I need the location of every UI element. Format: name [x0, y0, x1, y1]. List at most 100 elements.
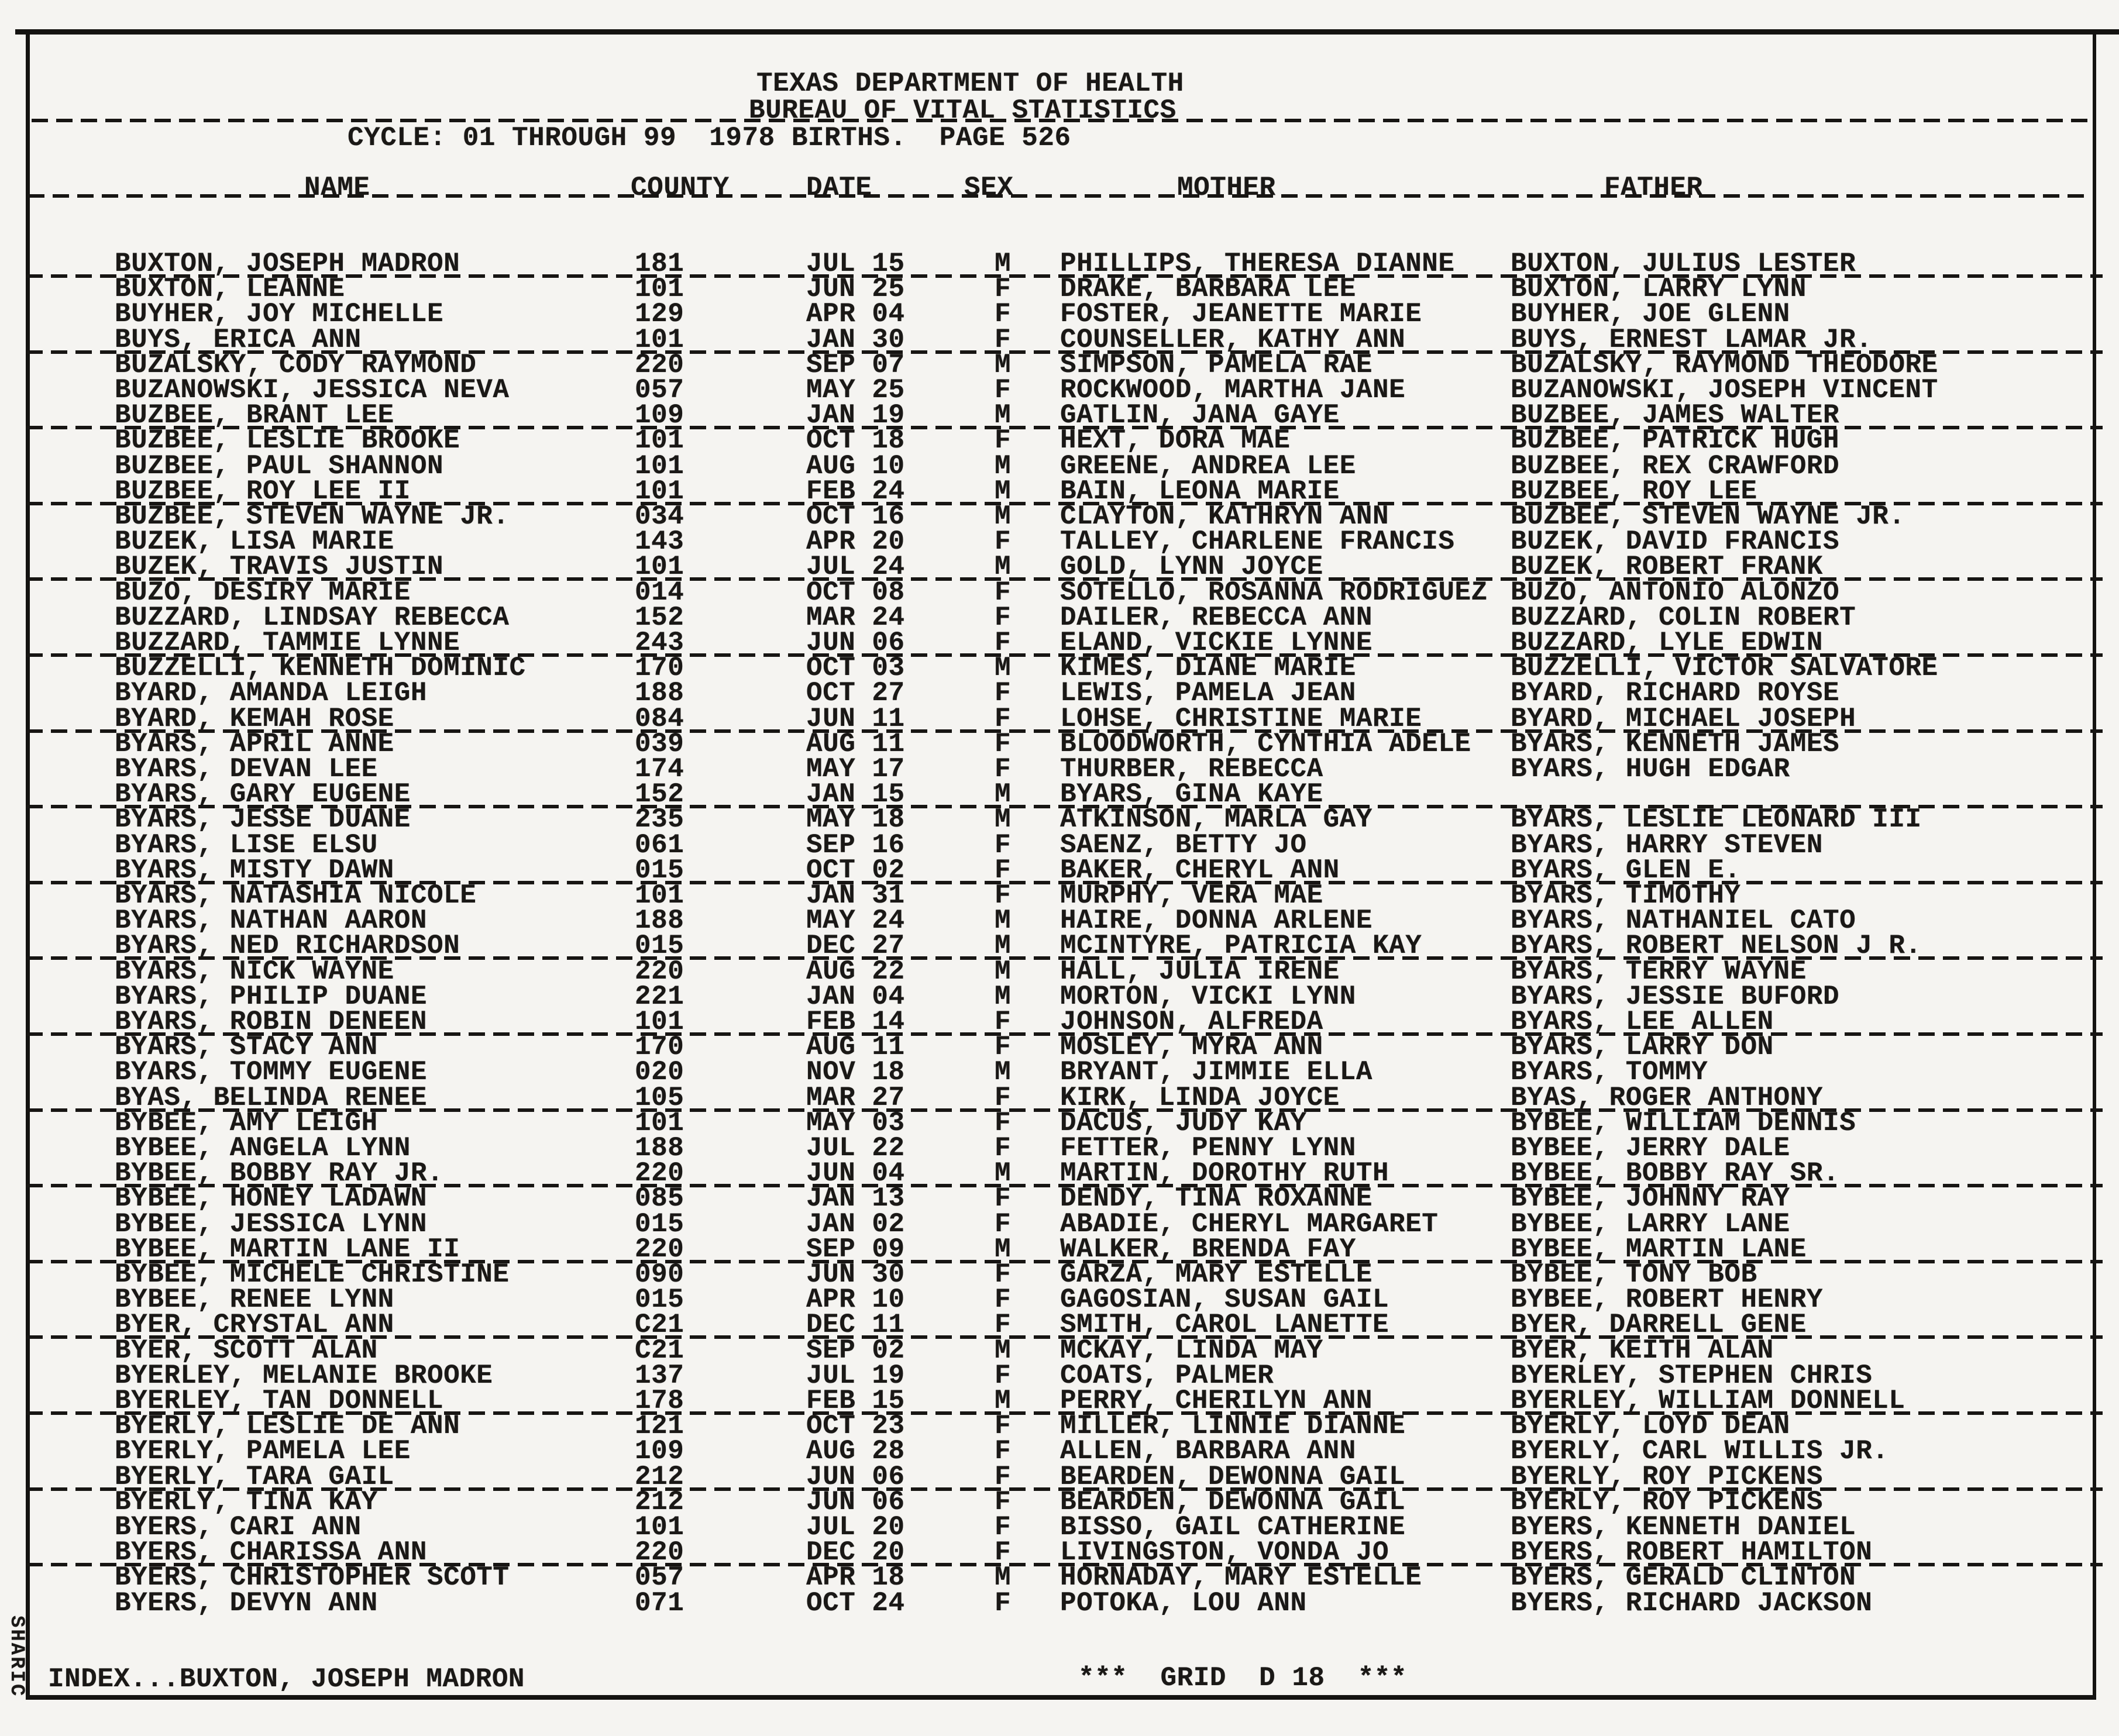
county-cell: 057: [635, 1562, 684, 1593]
name-cell: BYARS, NATASHIA NICOLE: [115, 880, 477, 911]
table-row: BUZBEE, BRANT LEE 109 JAN 19 M GATLIN, JANA …: [0, 400, 2119, 431]
page-border-right: [2093, 30, 2096, 1699]
table-row: BYARS, GARY EUGENE 152 JAN 15 M BYARS, GINA …: [0, 781, 2119, 809]
table-row: BUZEK, LISA MARIE 143 APR 20 F TALLEY, CHARL…: [0, 528, 2119, 555]
name-cell: BYERS, CHRISTOPHER SCOTT: [115, 1562, 510, 1593]
sex-cell: M: [995, 476, 1012, 507]
mother-cell: MCKAY, LINDA MAY: [1060, 1335, 1323, 1366]
name-cell: BYARS, TOMMY EUGENE: [115, 1057, 427, 1088]
table-row: BYERS, CARI ANN 101 JUL 20 F BISSO, GAIL CAT…: [0, 1514, 2119, 1541]
table-row: BYBEE, RENEE LYNN 015 APR 10 F GAGOSIAN, SUS…: [0, 1286, 2119, 1313]
father-cell: BYERLEY, STEPHEN CHRIS: [1511, 1360, 1873, 1391]
county-cell: 109: [635, 1436, 684, 1467]
father-cell: BYARS, TIMOTHY: [1511, 880, 1741, 911]
date-cell: JUN 30: [806, 1259, 905, 1290]
mother-cell: MILLER, LINNIE DIANNE: [1060, 1411, 1406, 1442]
father-cell: BYARS, TERRY WAYNE: [1511, 956, 1807, 987]
father-cell: BUXTON, JULIUS LESTER: [1511, 249, 1856, 279]
sex-cell: M: [995, 249, 1012, 279]
name-cell: BUZZARD, TAMMIE LYNNE: [115, 628, 460, 658]
name-cell: BYARS, JESSE DUANE: [115, 804, 411, 835]
divider-dashed-columns: [28, 194, 2091, 198]
table-row: BYERLY, TARA GAIL 212 JUN 06 F BEARDEN, DEWO…: [0, 1461, 2119, 1492]
father-cell: BYERLY, ROY PICKENS: [1511, 1486, 1823, 1517]
father-cell: BYAS, ROGER ANTHONY: [1511, 1082, 1823, 1113]
date-cell: MAR 27: [806, 1082, 905, 1113]
county-cell: 101: [635, 1107, 684, 1138]
father-cell: BYARS, GLEN E.: [1511, 855, 1741, 886]
date-cell: JUL 15: [806, 249, 905, 279]
father-cell: BUZZARD, COLIN ROBERT: [1511, 602, 1856, 633]
name-cell: BYERLEY, MELANIE BROOKE: [115, 1360, 493, 1391]
name-cell: BYBEE, ANGELA LYNN: [115, 1133, 411, 1163]
table-row: BYERLY, TINA KAY 212 JUN 06 F BEARDEN, DEWON…: [0, 1489, 2119, 1515]
sex-cell: F: [995, 829, 1012, 860]
father-cell: BYBEE, LARRY LANE: [1511, 1208, 1790, 1239]
mother-cell: BAIN, LEONA MARIE: [1060, 476, 1340, 507]
father-cell: BUZBEE, STEVEN WAYNE JR.: [1511, 501, 1905, 532]
date-cell: OCT 03: [806, 653, 905, 684]
table-row: BYARS, NICK WAYNE 220 AUG 22 M HALL, JULIA I…: [0, 958, 2119, 985]
father-cell: BYARD, MICHAEL JOSEPH: [1511, 703, 1856, 734]
mother-cell: DRAKE, BARBARA LEE: [1060, 274, 1356, 305]
table-row: BYARS, NATASHIA NICOLE 101 JAN 31 F MURPHY, …: [0, 882, 2119, 909]
table-row: BUYHER, JOY MICHELLE 129 APR 04 F FOSTER, JE…: [0, 301, 2119, 328]
county-cell: 015: [635, 931, 684, 962]
sex-cell: F: [995, 754, 1012, 784]
mother-cell: SOTELLO, ROSANNA RODRIGUEZ: [1060, 577, 1488, 608]
mother-cell: MURPHY, VERA MAE: [1060, 880, 1323, 911]
footer-grid-line: *** GRID D 18 ***: [1078, 1663, 1408, 1693]
sex-cell: F: [995, 602, 1012, 633]
mother-cell: DAILER, REBECCA ANN: [1060, 602, 1372, 633]
sex-cell: F: [995, 1208, 1012, 1239]
table-row: BYARD, KEMAH ROSE 084 JUN 11 F LOHSE, CHRIST…: [0, 703, 2119, 734]
name-cell: BYARS, APRIL ANNE: [115, 728, 394, 759]
county-cell: 220: [635, 956, 684, 987]
sex-cell: F: [995, 1032, 1012, 1063]
table-row: BYERS, CHARISSA ANN 220 DEC 20 F LIVINGSTON,…: [0, 1539, 2119, 1567]
table-row: BYBEE, JESSICA LYNN 015 JAN 02 F ABADIE, CHE…: [0, 1211, 2119, 1238]
date-cell: AUG 22: [806, 956, 905, 987]
table-row: BYERLEY, TAN DONNELL 178 FEB 15 M PERRY, CHE…: [0, 1386, 2119, 1416]
name-cell: BUZANOWSKI, JESSICA NEVA: [115, 375, 510, 405]
father-cell: BYER, KEITH ALAN: [1511, 1335, 1774, 1366]
table-row: BYARS, APRIL ANNE 039 AUG 11 F BLOODWORTH, C…: [0, 731, 2119, 757]
county-cell: 101: [635, 1007, 684, 1037]
county-cell: 015: [635, 1208, 684, 1239]
mother-cell: PERRY, CHERILYN ANN: [1060, 1386, 1372, 1416]
father-cell: BYARS, LARRY DON: [1511, 1032, 1774, 1063]
mother-cell: PHILLIPS, THERESA DIANNE: [1060, 249, 1455, 279]
sex-cell: M: [995, 552, 1012, 583]
father-cell: BYBEE, TONY BOB: [1511, 1259, 1757, 1290]
father-cell: BYBEE, MARTIN LANE: [1511, 1234, 1807, 1265]
mother-cell: GARZA, MARY ESTELLE: [1060, 1259, 1372, 1290]
table-row: BYARD, AMANDA LEIGH 188 OCT 27 F LEWIS, PAME…: [0, 680, 2119, 707]
sex-cell: F: [995, 1360, 1012, 1391]
father-cell: BYARS, KENNETH JAMES: [1511, 728, 1840, 759]
table-row: BYARS, NED RICHARDSON 015 DEC 27 M MCINTYRE,…: [0, 931, 2119, 962]
county-cell: 170: [635, 653, 684, 684]
name-cell: BYARD, AMANDA LEIGH: [115, 678, 427, 709]
sex-cell: F: [995, 1107, 1012, 1138]
mother-cell: MOSLEY, MYRA ANN: [1060, 1032, 1323, 1063]
date-cell: JUN 06: [806, 1461, 905, 1492]
name-cell: BYERLY, TINA KAY: [115, 1486, 378, 1517]
table-row: BYBEE, ANGELA LYNN 188 JUL 22 F FETTER, PENN…: [0, 1135, 2119, 1162]
date-cell: APR 20: [806, 526, 905, 557]
table-row: BYERS, DEVYN ANN 071 OCT 24 F POTOKA, LOU AN…: [0, 1590, 2119, 1617]
father-cell: BUZO, ANTONIO ALONZO: [1511, 577, 1840, 608]
date-cell: SEP 07: [806, 349, 905, 380]
father-cell: BUZBEE, JAMES WALTER: [1511, 400, 1840, 431]
name-cell: BYAS, BELINDA RENEE: [115, 1082, 427, 1113]
mother-cell: BEARDEN, DEWONNA GAIL: [1060, 1461, 1406, 1492]
sex-cell: F: [995, 628, 1012, 658]
date-cell: JAN 02: [806, 1208, 905, 1239]
name-cell: BYBEE, BOBBY RAY JR.: [115, 1158, 444, 1189]
mother-cell: ABADIE, CHERYL MARGARET: [1060, 1208, 1439, 1239]
name-cell: BYBEE, RENEE LYNN: [115, 1284, 394, 1315]
mother-cell: BRYANT, JIMMIE ELLA: [1060, 1057, 1372, 1088]
date-cell: APR 10: [806, 1284, 905, 1315]
cycle-page-line: CYCLE: 01 THROUGH 99 1978 BIRTHS. PAGE 5…: [348, 123, 1071, 153]
mother-cell: CLAYTON, KATHRYN ANN: [1060, 501, 1389, 532]
table-row: BUZALSKY, CODY RAYMOND 220 SEP 07 M SIMPSON,…: [0, 352, 2119, 378]
